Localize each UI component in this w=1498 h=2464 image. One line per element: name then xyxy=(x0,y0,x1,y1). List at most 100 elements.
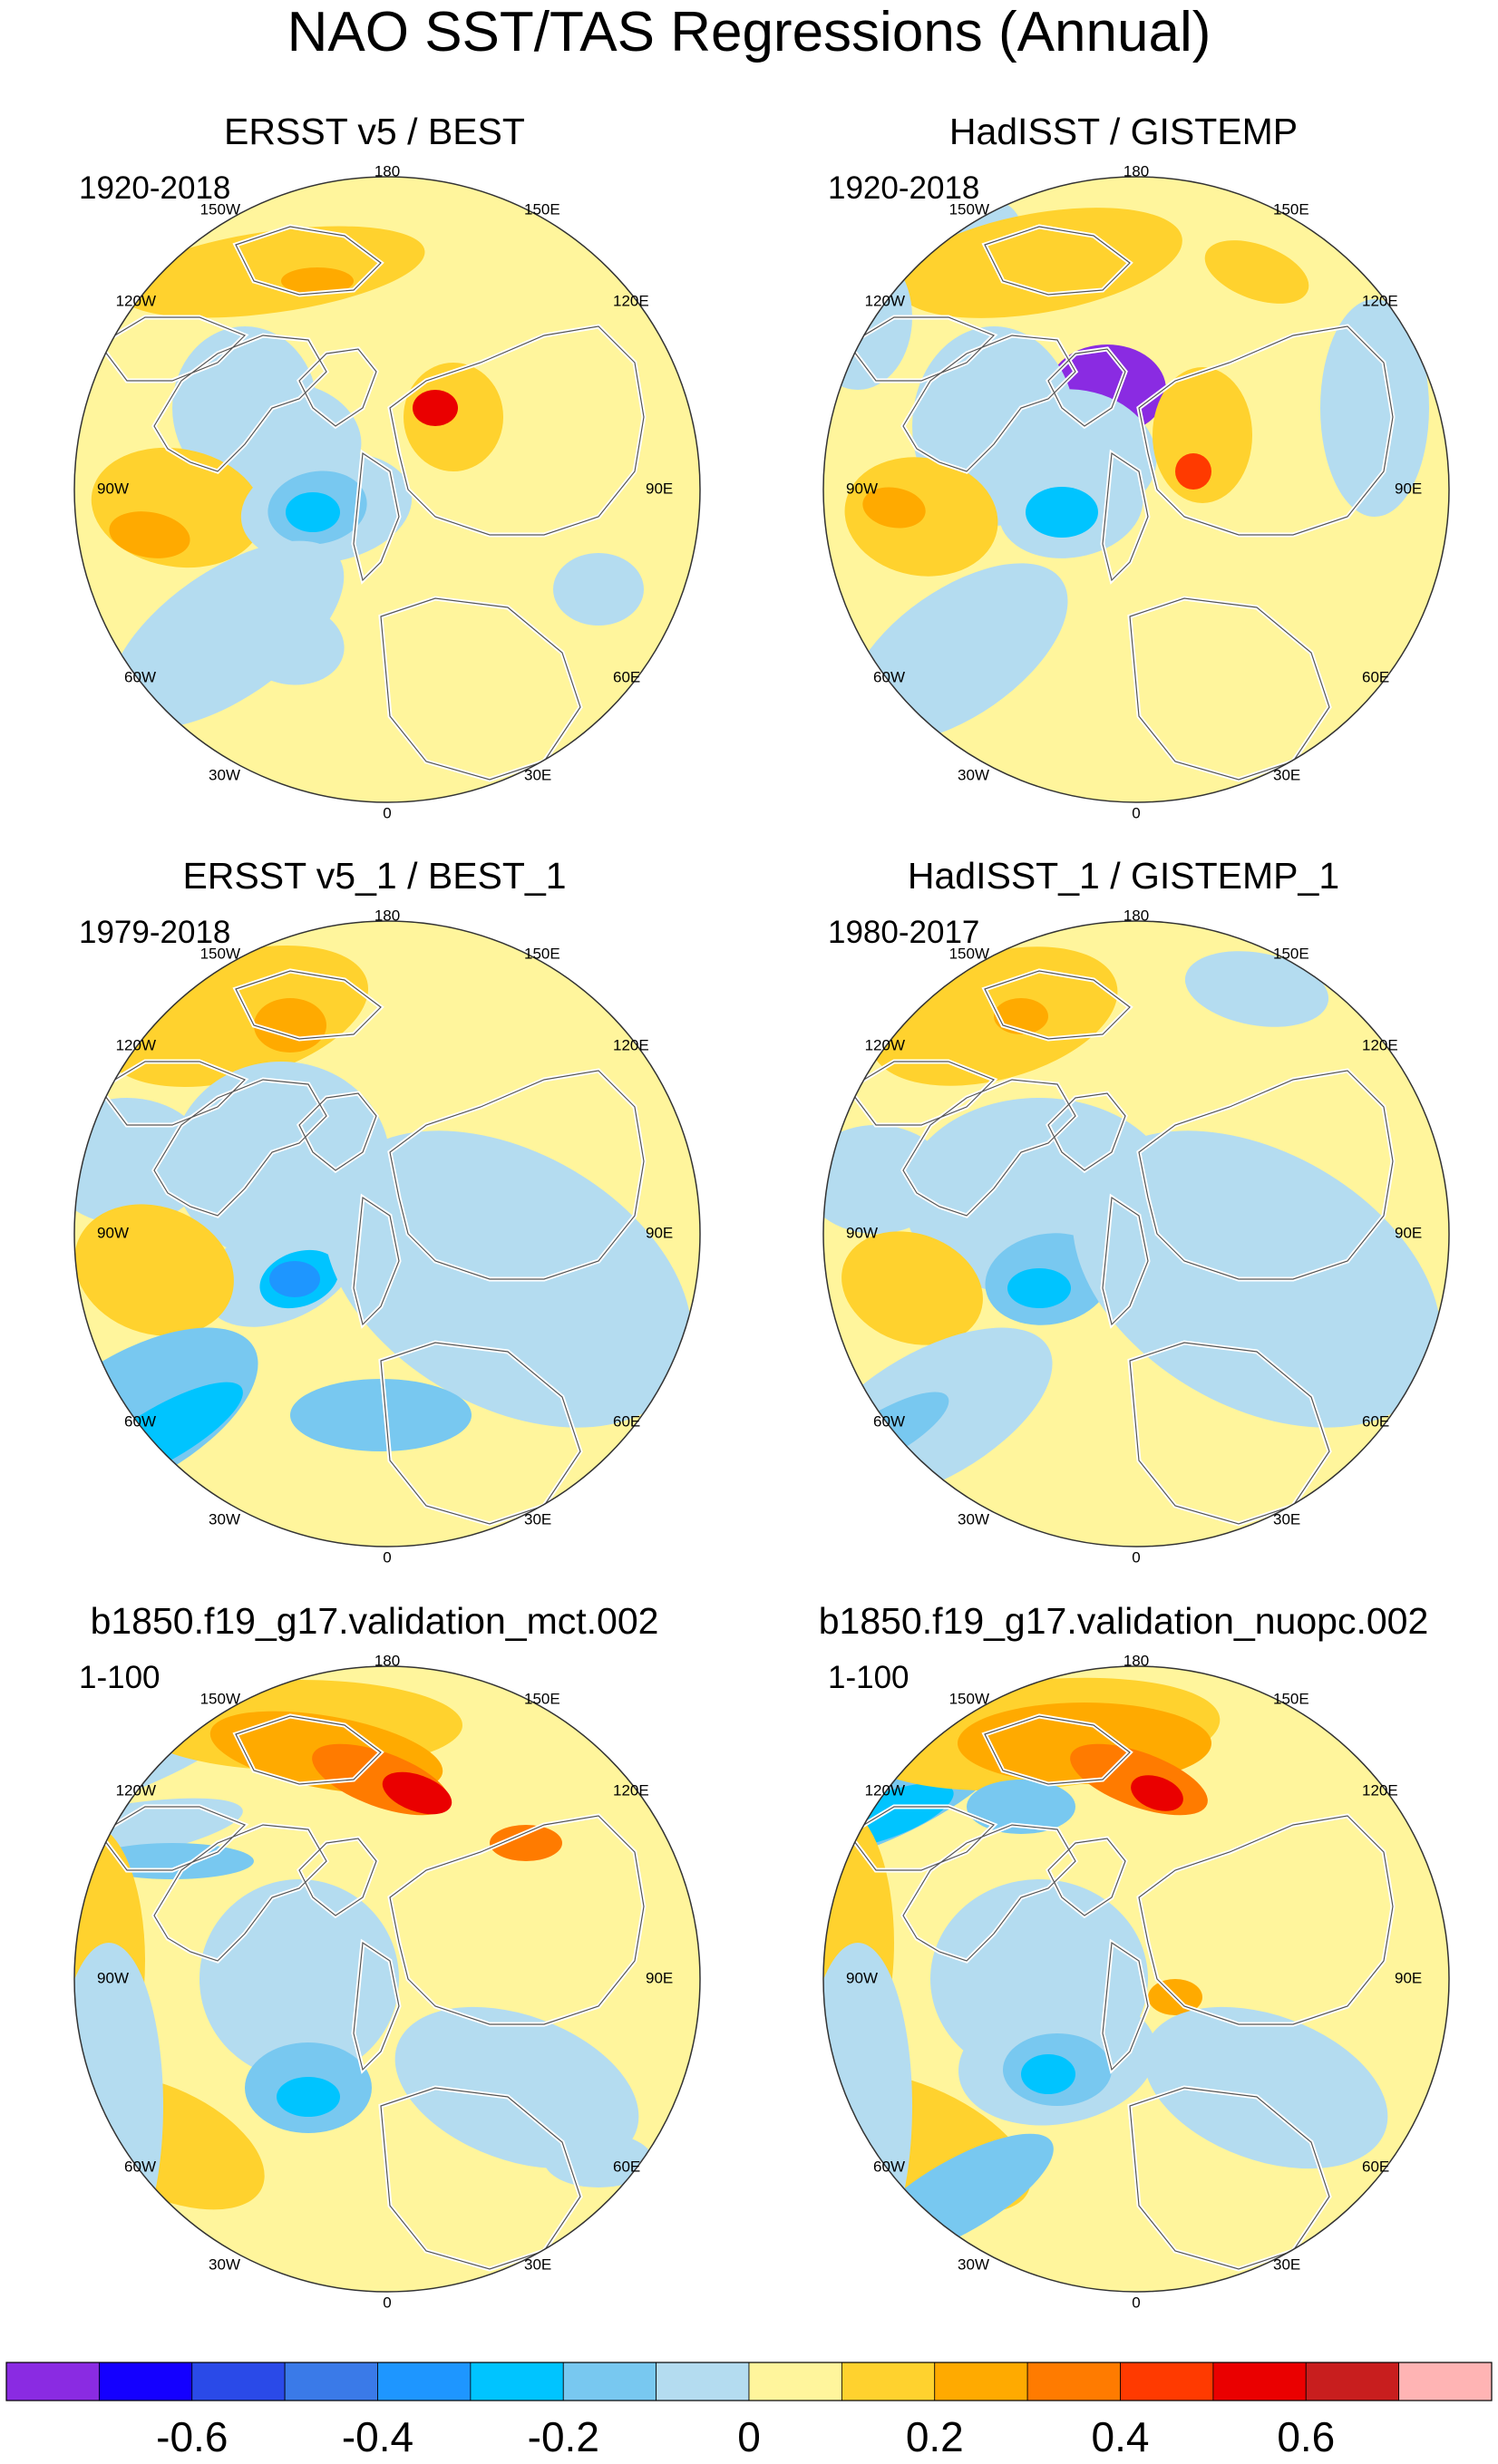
colorbar-outline xyxy=(5,2362,1493,2401)
colorbar: -0.6 -0.4 -0.2 0 0.2 0.4 0.6 xyxy=(5,2362,1493,2460)
longitude-label-120e: 120E xyxy=(613,292,649,309)
coastline xyxy=(1129,597,1330,781)
colorbar-tick-label: 0.2 xyxy=(906,2413,964,2460)
colorbar-swatch xyxy=(841,2362,936,2401)
longitude-label-0: 0 xyxy=(383,804,391,821)
colorbar-swatch xyxy=(562,2362,657,2401)
coastline xyxy=(848,316,996,382)
longitude-label-0: 0 xyxy=(1132,804,1140,821)
longitude-label-60w: 60W xyxy=(124,1412,156,1430)
coastline xyxy=(298,1838,377,1916)
colorbar-tick-label: -0.2 xyxy=(528,2413,599,2460)
longitude-label-90w: 90W xyxy=(846,1969,878,1986)
map-panel-ersst-best: 180 150E 120E 90E 60E 30E 0 30W 60W 90W 120W 150W E… xyxy=(0,109,749,858)
coastline xyxy=(99,316,247,382)
longitude-label-120w: 120W xyxy=(116,292,156,309)
longitude-label-120w: 120W xyxy=(865,1036,905,1053)
longitude-label-0: 0 xyxy=(1132,1548,1140,1566)
coastline xyxy=(1129,1342,1330,1525)
coastline xyxy=(380,597,581,781)
longitude-label-150w: 150W xyxy=(200,1690,240,1707)
colorbar-swatch xyxy=(1398,2362,1493,2401)
anomaly-region xyxy=(382,1771,452,1815)
coastline xyxy=(984,1715,1131,1785)
colorbar-swatch xyxy=(1026,2362,1121,2401)
coastline xyxy=(235,970,382,1040)
anomaly-region xyxy=(823,1943,912,2269)
colorbar-swatch xyxy=(5,2362,100,2401)
anomaly-region xyxy=(281,267,354,295)
panel-title: b1850.f19_g17.validation_mct.002 xyxy=(90,1600,659,1642)
colorbar-swatch xyxy=(1212,2362,1307,2401)
colorbar-tick-label: 0.6 xyxy=(1277,2413,1335,2460)
colorbar-swatch xyxy=(284,2362,378,2401)
longitude-label-60w: 60W xyxy=(124,668,156,685)
longitude-label-90w: 90W xyxy=(846,480,878,497)
coastline xyxy=(1138,325,1394,536)
anomaly-region xyxy=(394,2006,639,2169)
period-label: 1-100 xyxy=(828,1660,910,1695)
panel-title: b1850.f19_g17.validation_nuopc.002 xyxy=(818,1600,1429,1642)
anomaly-region xyxy=(286,492,340,532)
longitude-label-180: 180 xyxy=(374,162,400,179)
coastline xyxy=(99,1806,247,1871)
anomaly-region xyxy=(290,1379,472,1451)
longitude-label-30e: 30E xyxy=(1273,766,1300,783)
longitude-label-90w: 90W xyxy=(97,1224,129,1241)
longitude-label-180: 180 xyxy=(1124,1652,1149,1669)
coastline xyxy=(235,226,382,296)
longitude-label-90e: 90E xyxy=(646,480,673,497)
map-panel-ersst-best-1: 180 150E 120E 90E 60E 30E 0 30W 60W 90W 120W 150W E… xyxy=(0,853,749,1602)
polar-map: 180 150E 120E 90E 60E 30E 0 30W 60W 90W 120W 150W xyxy=(73,162,701,821)
coastline xyxy=(153,1079,327,1217)
coastline xyxy=(1047,1092,1126,1171)
longitude-label-60w: 60W xyxy=(124,2158,156,2175)
longitude-label-150w: 150W xyxy=(949,200,989,218)
coastline xyxy=(235,1715,382,1785)
coastline xyxy=(1047,348,1126,427)
longitude-label-150w: 150W xyxy=(949,1690,989,1707)
polar-map: 180 150E 120E 90E 60E 30E 0 30W 60W 90W 120W 150W xyxy=(73,1652,701,2311)
coastline xyxy=(153,1824,327,1962)
longitude-label-120w: 120W xyxy=(116,1781,156,1799)
coastline xyxy=(353,451,400,582)
panel-title: ERSST v5_1 / BEST_1 xyxy=(182,855,567,897)
polar-map: 180 150E 120E 90E 60E 30E 0 30W 60W 90W 120W 150W xyxy=(822,162,1450,821)
longitude-label-180: 180 xyxy=(1124,907,1149,924)
coastline xyxy=(380,2087,581,2270)
period-label: 1980-2017 xyxy=(828,915,980,950)
colorbar-swatch xyxy=(934,2362,1028,2401)
longitude-label-120w: 120W xyxy=(865,1781,905,1799)
longitude-label-30w: 30W xyxy=(958,766,989,783)
map-border xyxy=(822,1665,1450,2293)
longitude-label-30e: 30E xyxy=(1273,1510,1300,1528)
colorbar-tick-label: -0.4 xyxy=(342,2413,413,2460)
colorbar-swatch xyxy=(656,2362,750,2401)
longitude-label-30e: 30E xyxy=(524,2255,551,2273)
colorbar-tick-label: 0 xyxy=(737,2413,761,2460)
longitude-label-0: 0 xyxy=(1132,2294,1140,2311)
map-border xyxy=(822,920,1450,1547)
map-panel-nuopc: 180 150E 120E 90E 60E 30E 0 30W 60W 90W 120W 150W b… xyxy=(749,1598,1498,2347)
longitude-label-120w: 120W xyxy=(116,1036,156,1053)
colorbar-swatch xyxy=(1305,2362,1400,2401)
colorbar-swatch xyxy=(1120,2362,1214,2401)
anomaly-region xyxy=(1143,2006,1388,2169)
panel-title: HadISST_1 / GISTEMP_1 xyxy=(907,855,1340,897)
longitude-label-30w: 30W xyxy=(958,2255,989,2273)
longitude-label-150w: 150W xyxy=(200,200,240,218)
longitude-label-120e: 120E xyxy=(613,1781,649,1799)
coastline xyxy=(1129,2087,1330,2270)
anomaly-region xyxy=(1184,951,1329,1027)
longitude-label-150e: 150E xyxy=(1273,945,1309,962)
longitude-label-150w: 150W xyxy=(200,945,240,962)
anomaly-region xyxy=(1175,453,1211,490)
longitude-label-30w: 30W xyxy=(209,1510,240,1528)
coastline xyxy=(353,1941,400,2071)
coastline xyxy=(1102,1196,1149,1326)
coastline xyxy=(1102,451,1149,582)
longitude-label-60e: 60E xyxy=(1362,2158,1389,2175)
colorbar-swatch xyxy=(748,2362,842,2401)
longitude-label-150e: 150E xyxy=(524,200,560,218)
coastline xyxy=(984,970,1131,1040)
